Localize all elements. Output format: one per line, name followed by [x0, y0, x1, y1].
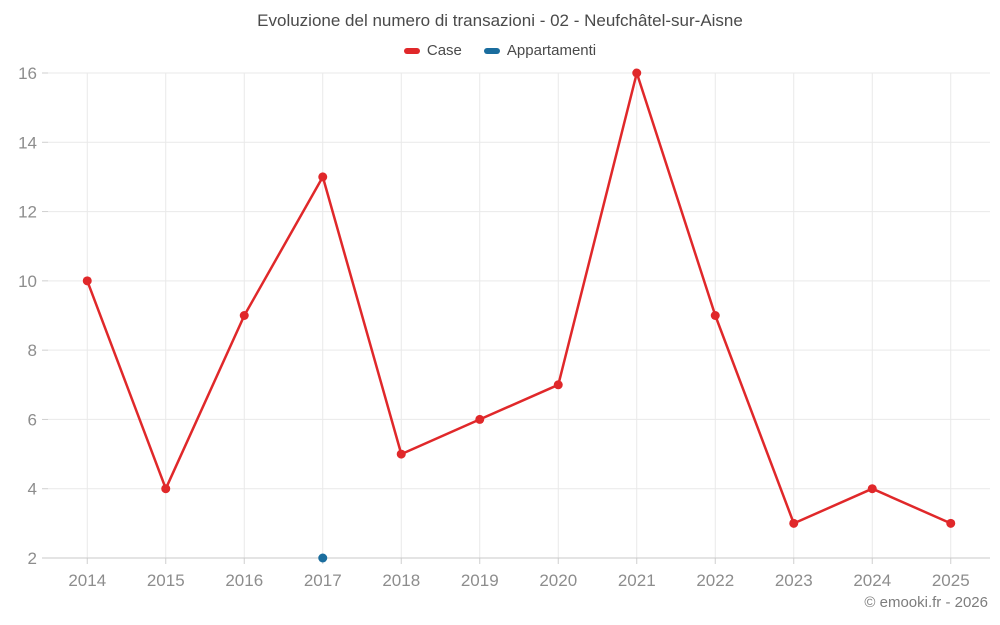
svg-text:2024: 2024	[853, 571, 891, 590]
svg-text:2016: 2016	[225, 571, 263, 590]
svg-text:2015: 2015	[147, 571, 185, 590]
svg-text:2014: 2014	[68, 571, 106, 590]
svg-text:2019: 2019	[461, 571, 499, 590]
legend-item-case[interactable]: Case	[403, 42, 462, 59]
legend-swatch-appartamenti-icon	[483, 47, 500, 54]
svg-text:10: 10	[18, 272, 37, 291]
svg-text:4: 4	[28, 480, 37, 499]
svg-text:2017: 2017	[304, 571, 342, 590]
legend-label-case: Case	[426, 42, 462, 59]
svg-text:2025: 2025	[932, 571, 970, 590]
svg-text:8: 8	[28, 341, 37, 360]
svg-text:6: 6	[28, 410, 37, 429]
svg-text:12: 12	[18, 203, 37, 222]
svg-text:14: 14	[18, 133, 37, 152]
legend-label-appartamenti: Appartamenti	[506, 42, 597, 59]
line-chart: 2 4 6 8 10 12 14 16 2014 2015 2016 2017 2018 2019 2020…	[18, 64, 990, 590]
svg-text:2: 2	[28, 549, 37, 568]
svg-text:16: 16	[18, 64, 37, 83]
legend-swatch-case-icon	[403, 47, 420, 54]
svg-text:2018: 2018	[382, 571, 420, 590]
svg-text:2021: 2021	[618, 571, 656, 590]
copyright: © emooki.fr - 2026	[864, 594, 988, 611]
svg-text:2023: 2023	[775, 571, 813, 590]
legend-item-appartamenti[interactable]: Appartamenti	[483, 42, 597, 59]
svg-text:2022: 2022	[696, 571, 734, 590]
legend: Case Appartamenti	[0, 42, 1000, 59]
svg-text:2020: 2020	[539, 571, 577, 590]
chart-title: Evoluzione del numero di transazioni - 0…	[257, 11, 743, 30]
